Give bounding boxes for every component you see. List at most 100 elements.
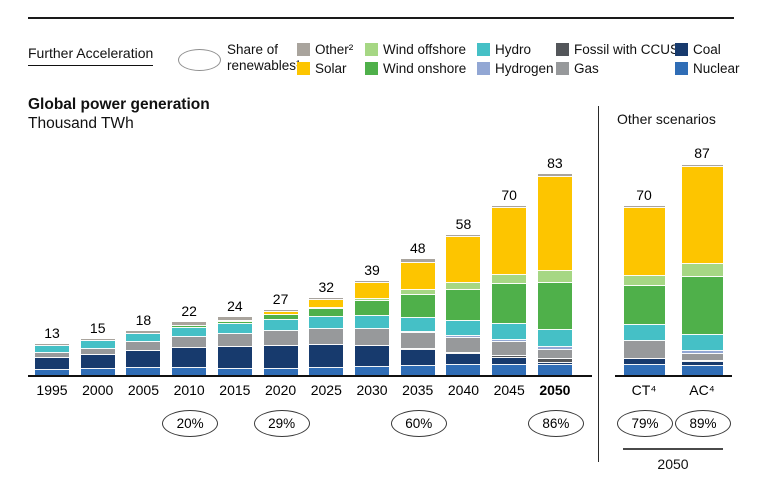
year-label-2030: 2030: [356, 382, 388, 398]
bar-2010-segment-coal: [172, 348, 207, 369]
year-label-2035: 2035: [402, 382, 434, 398]
bar-value-2010: 22: [181, 302, 197, 319]
bar-2010-segment-wind-onshore: [172, 326, 207, 328]
bar-2035-segment-nuclear: [400, 365, 435, 375]
bar-2050-segment-wind-onshore: [537, 283, 572, 331]
year-label-1995: 1995: [36, 382, 68, 398]
bar-2025-segment-coal: [309, 344, 344, 368]
bar-2050-segment-solar: [537, 176, 572, 271]
bar-2000-segment-hydro: [80, 341, 115, 349]
bar-value-2005: 18: [135, 312, 152, 329]
bar-ac-segment-nuclear: [681, 365, 723, 375]
bar-2040-segment-hydrogen: [446, 336, 481, 338]
legend-label: Coal: [693, 41, 721, 57]
bar-2000-segment-gas: [80, 348, 115, 355]
legend-label: Gas: [574, 60, 599, 76]
bar-2050-segment-hydrogen: [537, 347, 572, 350]
bar-2050-segment-gas: [537, 349, 572, 360]
bar-2035: [400, 258, 435, 375]
legend-label: Hydro: [495, 41, 532, 57]
legend-label: Fossil with CCUS³: [574, 41, 684, 57]
bar-2020-segment-solar: [263, 311, 298, 315]
hydro-swatch-icon: [477, 42, 490, 56]
bar-2045-segment-hydro: [492, 324, 527, 341]
bar-2025-segment-wind-offshore: [309, 308, 344, 310]
year-label-2050: 2050: [539, 382, 571, 398]
bar-ct-segment-solar: [623, 208, 665, 276]
bar-2040-segment-wind-onshore: [446, 289, 481, 322]
bar-value-2030: 39: [364, 261, 380, 278]
bar-2040-segment-gas: [446, 337, 481, 354]
bar-2045-segment-coal: [492, 358, 527, 366]
legend-item-other: Other²: [297, 41, 354, 57]
bar-ct-segment-hydro: [623, 324, 665, 341]
bar-2050-segment-other: [537, 174, 572, 177]
bar-value-2035: 48: [409, 239, 426, 256]
bar-ct-segment-wind-offshore: [623, 275, 665, 287]
bar-1995-segment-other: [35, 343, 69, 346]
bar-2020-segment-wind-onshore: [263, 315, 298, 320]
bar-2000: [80, 338, 115, 375]
bar-2025: [309, 297, 344, 375]
fossil-with-ccus-swatch-icon: [556, 42, 569, 56]
hydrogen-swatch-icon: [477, 61, 490, 75]
year-label-2020: 2020: [265, 382, 297, 398]
bar-2045-segment-wind-onshore: [492, 284, 527, 325]
bar-2040: [446, 234, 481, 375]
bar-value-2000: 15: [89, 319, 106, 336]
chart-title: Global power generation: [28, 96, 210, 113]
panel-divider-line: [598, 106, 599, 462]
bar-2050-segment-wind-offshore: [537, 271, 572, 284]
bar-2030-segment-coal: [355, 346, 390, 367]
bar-2040-segment-fossil-ccus: [446, 353, 481, 355]
bar-1995: [35, 343, 69, 375]
share-of-renewables-label: Share of renewables¹: [227, 42, 301, 74]
bar-2045: [492, 205, 527, 375]
wind-offshore-swatch-icon: [365, 42, 378, 56]
bar-2045-segment-solar: [492, 208, 527, 275]
bar-2040-segment-coal: [446, 354, 481, 366]
bar-2000-segment-nuclear: [80, 368, 115, 375]
bar-2000-segment-coal: [80, 354, 115, 369]
bar-2015-segment-gas: [217, 333, 252, 347]
legend-label: Other²: [315, 41, 354, 57]
bar-ac-segment-coal: [681, 362, 723, 366]
bar-2005-segment-other: [126, 331, 161, 334]
bar-2030-segment-solar: [355, 283, 390, 299]
bar-2030-segment-hydro: [355, 316, 390, 329]
legend-item-solar: Solar: [297, 60, 347, 76]
bar-2005-segment-hydro: [126, 334, 161, 343]
bar-2045-segment-gas: [492, 342, 527, 356]
bar-ac: [681, 164, 723, 375]
bar-value-2020: 27: [272, 290, 289, 307]
legend-label: Solar: [315, 60, 347, 76]
bar-ac-segment-hydrogen: [681, 351, 723, 354]
bar-2025-segment-wind-onshore: [309, 309, 344, 318]
legend-item-nuclear: Nuclear: [675, 61, 740, 76]
bar-1995-segment-gas: [35, 353, 69, 359]
bar-2020-segment-coal: [263, 345, 298, 369]
bar-value-2015: 24: [227, 297, 243, 314]
bar-2040-segment-wind-offshore: [446, 282, 481, 290]
bar-2010-segment-nuclear: [172, 368, 207, 375]
bar-2015-segment-other: [217, 317, 252, 321]
bar-2000-segment-other: [80, 338, 115, 341]
bar-1995-segment-nuclear: [35, 370, 69, 375]
bar-2005-segment-gas: [126, 342, 161, 352]
bar-2020-segment-nuclear: [263, 368, 298, 375]
bar-2025-segment-solar: [309, 300, 344, 309]
bar-2040-segment-hydro: [446, 321, 481, 337]
bar-2050-segment-fossil-ccus: [537, 359, 572, 363]
share-oval-ac: 89%: [675, 410, 731, 437]
bar-2005-segment-coal: [126, 351, 161, 369]
legend-item-hydro: Hydro: [477, 41, 532, 57]
main-x-axis: [28, 375, 592, 377]
bar-2030-segment-wind-onshore: [355, 301, 390, 316]
year-label-2015: 2015: [219, 382, 251, 398]
share-of-renewables-oval-icon: [178, 49, 221, 71]
bar-2030-segment-nuclear: [355, 366, 390, 375]
bar-2040-segment-nuclear: [446, 365, 481, 375]
legend-label: Hydrogen: [495, 60, 554, 76]
bar-ct-segment-fossil-ccus: [623, 358, 665, 360]
